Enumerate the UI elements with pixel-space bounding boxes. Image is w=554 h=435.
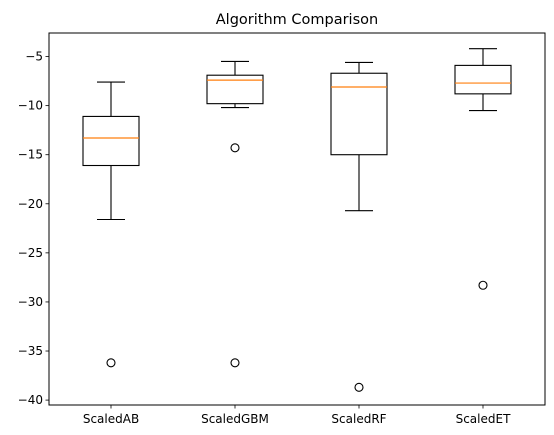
y-tick-label: −10 [18,99,43,113]
box-iqr [206,74,264,105]
axes-group: −40 −35 −30 −25 −20 −15 −10 −5 ScaledAB ScaledGBM… [18,50,511,426]
y-tick-label: −25 [18,246,43,260]
y-tick-label: −35 [18,344,43,358]
outlier-point [478,280,488,290]
outlier-point [230,358,240,368]
x-tick-label: ScaledAB [83,412,139,426]
box-iqr [82,115,140,167]
outlier-point [354,382,364,392]
x-tick-label: ScaledGBM [201,412,269,426]
outlier-point [106,358,116,368]
x-tick-label: ScaledRF [331,412,386,426]
box-group [330,61,388,392]
box-group [82,81,140,368]
box-group [206,60,264,368]
y-tick-label: −20 [18,197,43,211]
outlier-point [230,143,240,153]
y-tick-label: −15 [18,148,43,162]
plot-layer: −40 −35 −30 −25 −20 −15 −10 −5 ScaledAB ScaledGBM… [18,48,512,426]
box-iqr [330,72,388,156]
x-tick-label: ScaledET [456,412,511,426]
y-tick-label: −40 [18,393,43,407]
axes-frame [48,32,546,406]
box-group [454,48,512,290]
y-tick-label: −5 [25,50,43,64]
y-tick-label: −30 [18,295,43,309]
box-iqr [454,64,512,95]
chart-title: Algorithm Comparison [216,12,378,28]
